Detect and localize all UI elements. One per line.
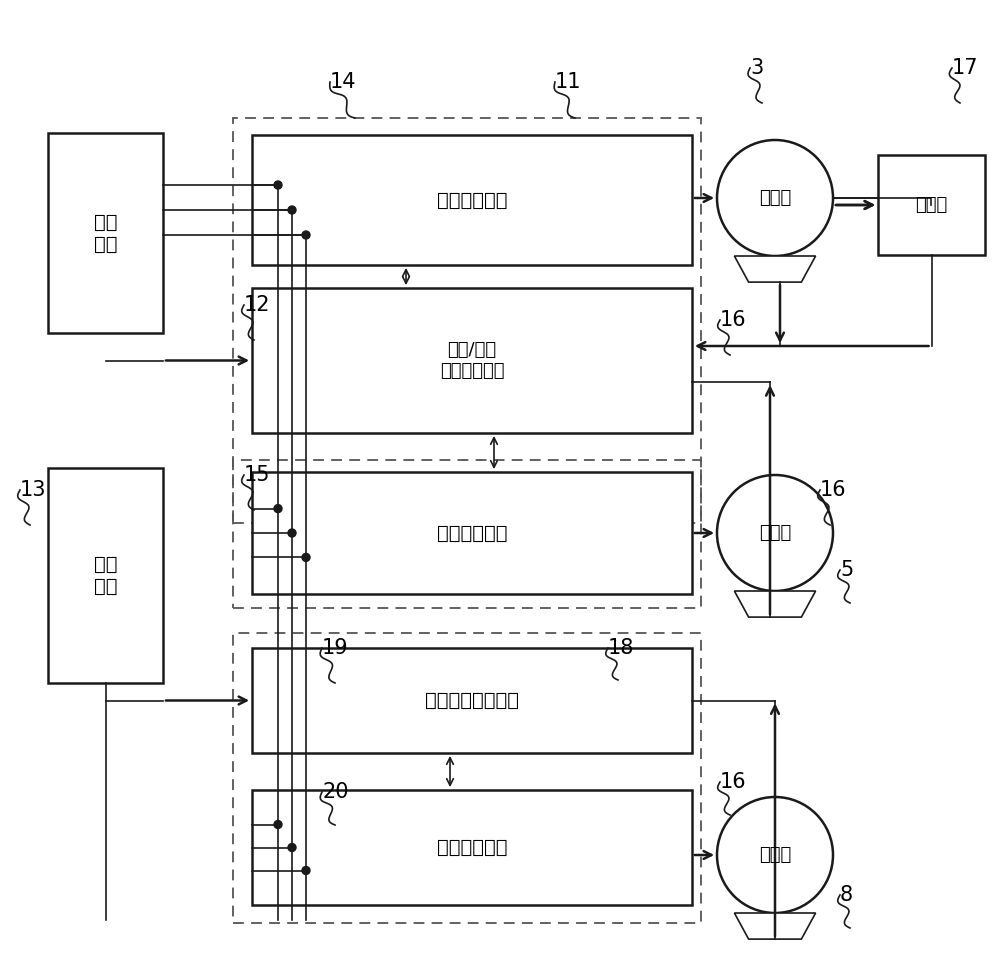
- Bar: [252, 790, 692, 905]
- Bar: [233, 460, 701, 608]
- Bar: [252, 135, 692, 265]
- Bar: [233, 118, 701, 523]
- Bar: [233, 633, 701, 923]
- Circle shape: [302, 231, 310, 239]
- Bar: [252, 648, 692, 753]
- Bar: [252, 288, 692, 433]
- Circle shape: [288, 206, 296, 214]
- Text: 编码器: 编码器: [915, 196, 948, 214]
- Circle shape: [302, 867, 310, 875]
- Text: 5: 5: [840, 560, 853, 580]
- Text: 16: 16: [820, 480, 847, 500]
- Text: 横行用逆变器: 横行用逆变器: [437, 524, 507, 543]
- Text: 电动机: 电动机: [759, 524, 791, 542]
- Text: 输入
装置: 输入 装置: [94, 555, 117, 596]
- Circle shape: [288, 529, 296, 537]
- Bar: [48, 133, 163, 333]
- Polygon shape: [734, 591, 816, 617]
- Bar: [48, 468, 163, 683]
- Circle shape: [717, 475, 833, 591]
- Circle shape: [302, 554, 310, 561]
- Text: 19: 19: [322, 638, 349, 658]
- Text: 曳引/横行
逆变器控制部: 曳引/横行 逆变器控制部: [440, 341, 504, 380]
- Text: 8: 8: [840, 885, 853, 905]
- Text: 行进用逆变器: 行进用逆变器: [437, 838, 507, 857]
- Text: 18: 18: [608, 638, 634, 658]
- Bar: [878, 155, 985, 255]
- Text: 三相
电源: 三相 电源: [94, 212, 117, 254]
- Text: 15: 15: [244, 465, 270, 485]
- Polygon shape: [734, 256, 816, 283]
- Bar: [252, 472, 692, 594]
- Text: 12: 12: [244, 295, 270, 315]
- Text: 电动机: 电动机: [759, 189, 791, 207]
- Circle shape: [717, 140, 833, 256]
- Circle shape: [717, 797, 833, 913]
- Text: 行进逆变器控制部: 行进逆变器控制部: [425, 691, 519, 710]
- Text: 13: 13: [20, 480, 46, 500]
- Circle shape: [274, 505, 282, 512]
- Circle shape: [274, 821, 282, 828]
- Text: 16: 16: [720, 310, 747, 330]
- Text: 20: 20: [322, 782, 349, 802]
- Text: 电动机: 电动机: [759, 846, 791, 864]
- Text: 3: 3: [750, 58, 763, 78]
- Text: 11: 11: [555, 72, 582, 92]
- Text: 16: 16: [720, 772, 747, 792]
- Text: 14: 14: [330, 72, 356, 92]
- Circle shape: [274, 181, 282, 189]
- Polygon shape: [734, 913, 816, 939]
- Text: 17: 17: [952, 58, 978, 78]
- Circle shape: [288, 844, 296, 851]
- Text: 曳引用逆变器: 曳引用逆变器: [437, 190, 507, 209]
